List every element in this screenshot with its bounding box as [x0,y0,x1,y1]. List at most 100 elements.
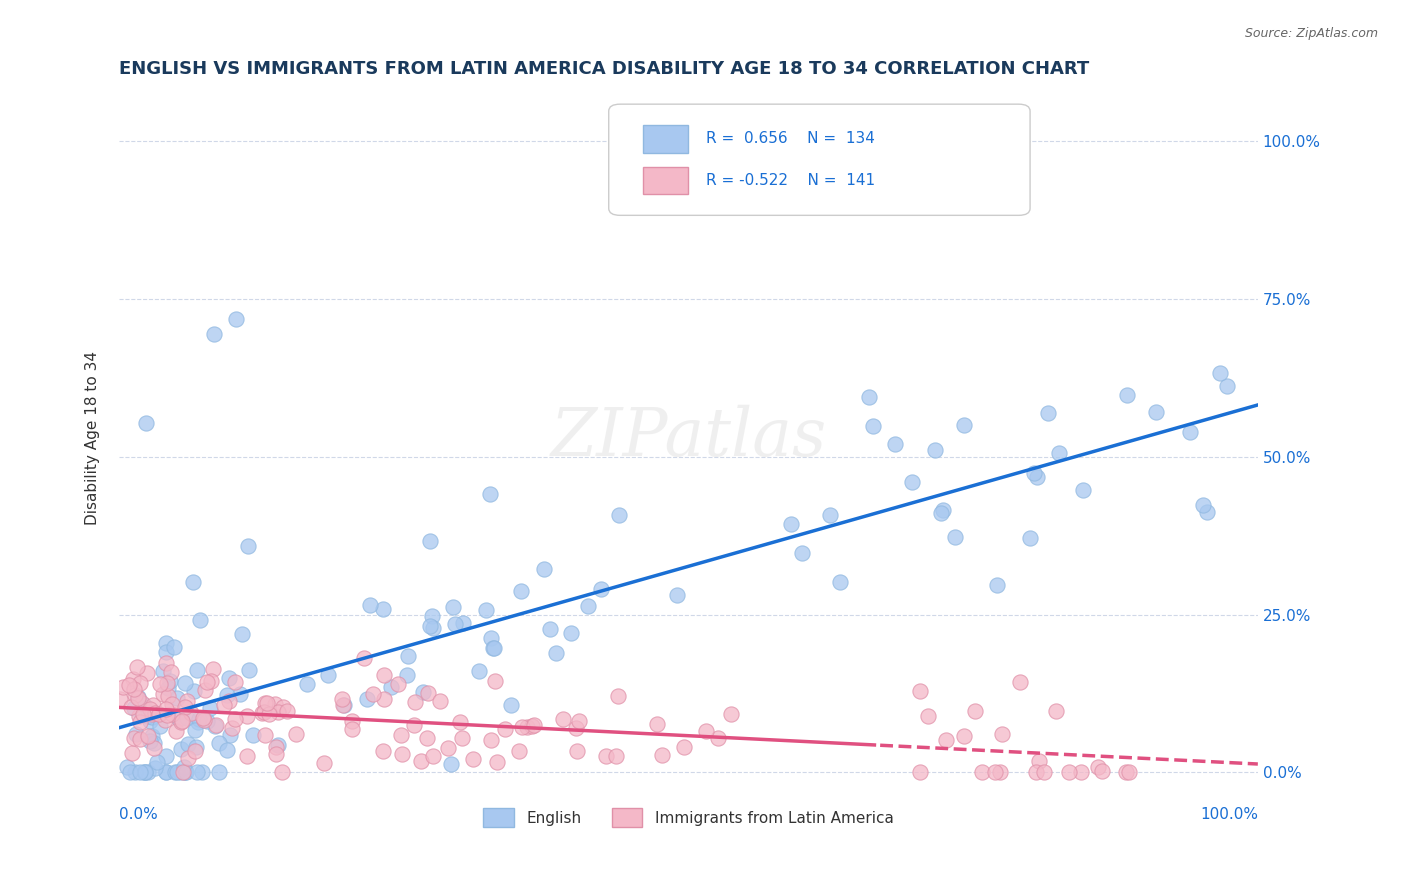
Immigrants from Latin America [201,662,224,676]
Immigrants from Latin America [153,713,176,727]
Immigrants from Latin America [353,651,375,665]
Immigrants from Latin America [194,682,217,697]
Immigrants from Latin America [143,740,166,755]
Immigrants from Latin America [156,675,179,690]
Immigrants from Latin America [177,750,200,764]
Immigrants from Latin America [416,686,439,700]
English [412,684,434,698]
Immigrants from Latin America [429,694,451,708]
Immigrants from Latin America [565,721,588,735]
Immigrants from Latin America [1091,764,1114,779]
English [139,734,162,748]
English [1216,378,1239,392]
Immigrants from Latin America [672,739,695,754]
English [186,664,208,678]
English [1180,425,1202,439]
Immigrants from Latin America [1033,765,1056,780]
English [666,588,689,602]
English [231,627,253,641]
English [125,727,148,741]
English [238,663,260,677]
English [267,738,290,752]
Immigrants from Latin America [373,692,395,706]
English [356,691,378,706]
English [120,765,142,780]
English [440,757,463,772]
Immigrants from Latin America [129,714,152,729]
English [1191,498,1213,512]
Immigrants from Latin America [983,765,1005,780]
English [122,701,145,715]
English [174,765,197,780]
English [538,622,561,636]
Immigrants from Latin America [1118,765,1140,780]
English [422,621,444,635]
Immigrants from Latin America [148,706,170,721]
Immigrants from Latin America [553,712,575,726]
FancyBboxPatch shape [609,104,1031,215]
English [188,613,211,627]
Immigrants from Latin America [139,702,162,716]
English [117,760,139,774]
Immigrants from Latin America [212,698,235,712]
English [183,684,205,698]
Immigrants from Latin America [508,744,530,758]
Immigrants from Latin America [935,733,957,747]
Immigrants from Latin America [156,707,179,722]
Immigrants from Latin America [224,712,246,726]
English [204,718,226,732]
Immigrants from Latin America [707,731,730,746]
English [316,667,339,681]
English [191,765,214,780]
Immigrants from Latin America [953,729,976,743]
Immigrants from Latin America [991,727,1014,741]
English [152,664,174,678]
Bar [643,167,689,194]
Immigrants from Latin America [184,744,207,758]
Immigrants from Latin America [479,733,502,747]
English [482,640,505,655]
Immigrants from Latin America [651,747,673,762]
Immigrants from Latin America [332,698,354,712]
Immigrants from Latin America [120,700,142,714]
English [136,765,159,780]
Immigrants from Latin America [200,674,222,689]
English [479,631,502,645]
Immigrants from Latin America [157,689,180,703]
English [510,584,533,599]
Immigrants from Latin America [266,747,288,761]
English [373,602,395,616]
Immigrants from Latin America [402,718,425,732]
Immigrants from Latin America [461,752,484,766]
Immigrants from Latin America [256,696,278,710]
English [1195,505,1218,519]
Immigrants from Latin America [516,720,538,734]
Immigrants from Latin America [437,740,460,755]
English [952,418,974,433]
English [187,712,209,726]
Immigrants from Latin America [218,694,240,708]
Immigrants from Latin America [486,756,509,770]
Immigrants from Latin America [1010,674,1032,689]
Immigrants from Latin America [284,727,307,741]
Immigrants from Latin America [162,697,184,711]
English [136,709,159,723]
English [986,578,1008,592]
English [1036,407,1059,421]
Immigrants from Latin America [332,691,354,706]
Immigrants from Latin America [128,731,150,746]
English [396,668,419,682]
English [208,765,231,780]
English [398,648,420,663]
English [184,740,207,755]
Immigrants from Latin America [988,765,1011,780]
English [134,765,156,780]
Immigrants from Latin America [917,708,939,723]
English [215,688,238,702]
Immigrants from Latin America [122,672,145,686]
English [134,765,156,780]
English [501,698,523,713]
Immigrants from Latin America [173,700,195,714]
Immigrants from Latin America [264,697,287,711]
Immigrants from Latin America [416,731,439,746]
